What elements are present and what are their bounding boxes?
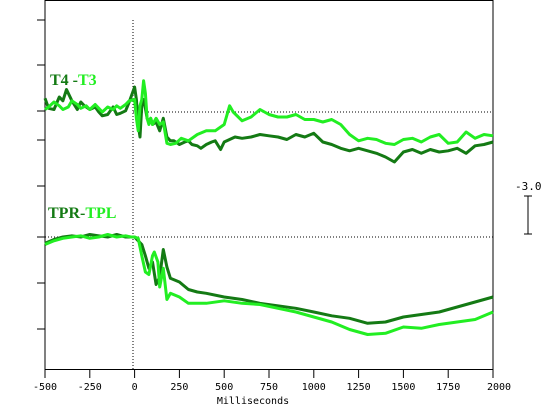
series-line-2-2: [44, 233, 494, 336]
x-tick-label: -250: [78, 382, 102, 393]
scale-bar: -3.0: [515, 180, 542, 235]
panel-2-label: TPR-TPL: [48, 205, 116, 222]
x-tick-label: 0: [132, 382, 138, 393]
x-tick-label: 1500: [391, 382, 415, 393]
panel-t4-t3: T4 -T3: [43, 72, 494, 164]
panel-1-label-a: T4: [50, 72, 69, 89]
x-tick-label: 250: [170, 382, 188, 393]
scale-bar-label: -3.0: [515, 180, 542, 193]
panel-1-label-b: T3: [78, 72, 97, 89]
panel-1-label-sep: -: [69, 72, 78, 89]
panel-1-label: T4 -T3: [50, 72, 97, 89]
x-tick-label: -500: [33, 382, 57, 393]
panel-tpr-tpl: TPR-TPL: [44, 205, 494, 336]
panel-1-series: [43, 79, 494, 164]
panel-2-label-a: TPR: [48, 205, 80, 222]
series-line-1-2: [44, 79, 494, 146]
series-line-2-1: [44, 233, 494, 325]
x-tick-label: 500: [215, 382, 233, 393]
x-tick-label: 2000: [487, 382, 511, 393]
y-tick-marks: [37, 19, 45, 330]
panel-2-label-b: TPL: [85, 205, 116, 222]
x-tick-label: 750: [260, 382, 278, 393]
x-tick-label: 1000: [302, 382, 326, 393]
x-axis-title: Milliseconds: [217, 396, 289, 407]
x-tick-label: 1750: [436, 382, 460, 393]
series-line-1-1: [43, 85, 494, 164]
plot-frame: [44, 0, 494, 370]
x-axis: -500 -250 0 250 500 750 1000 1250 1500 1750 2000: [33, 370, 511, 393]
panel-2-label-sep: -: [80, 205, 85, 222]
x-tick-label: 1250: [347, 382, 371, 393]
panel-2-series: [44, 233, 494, 336]
